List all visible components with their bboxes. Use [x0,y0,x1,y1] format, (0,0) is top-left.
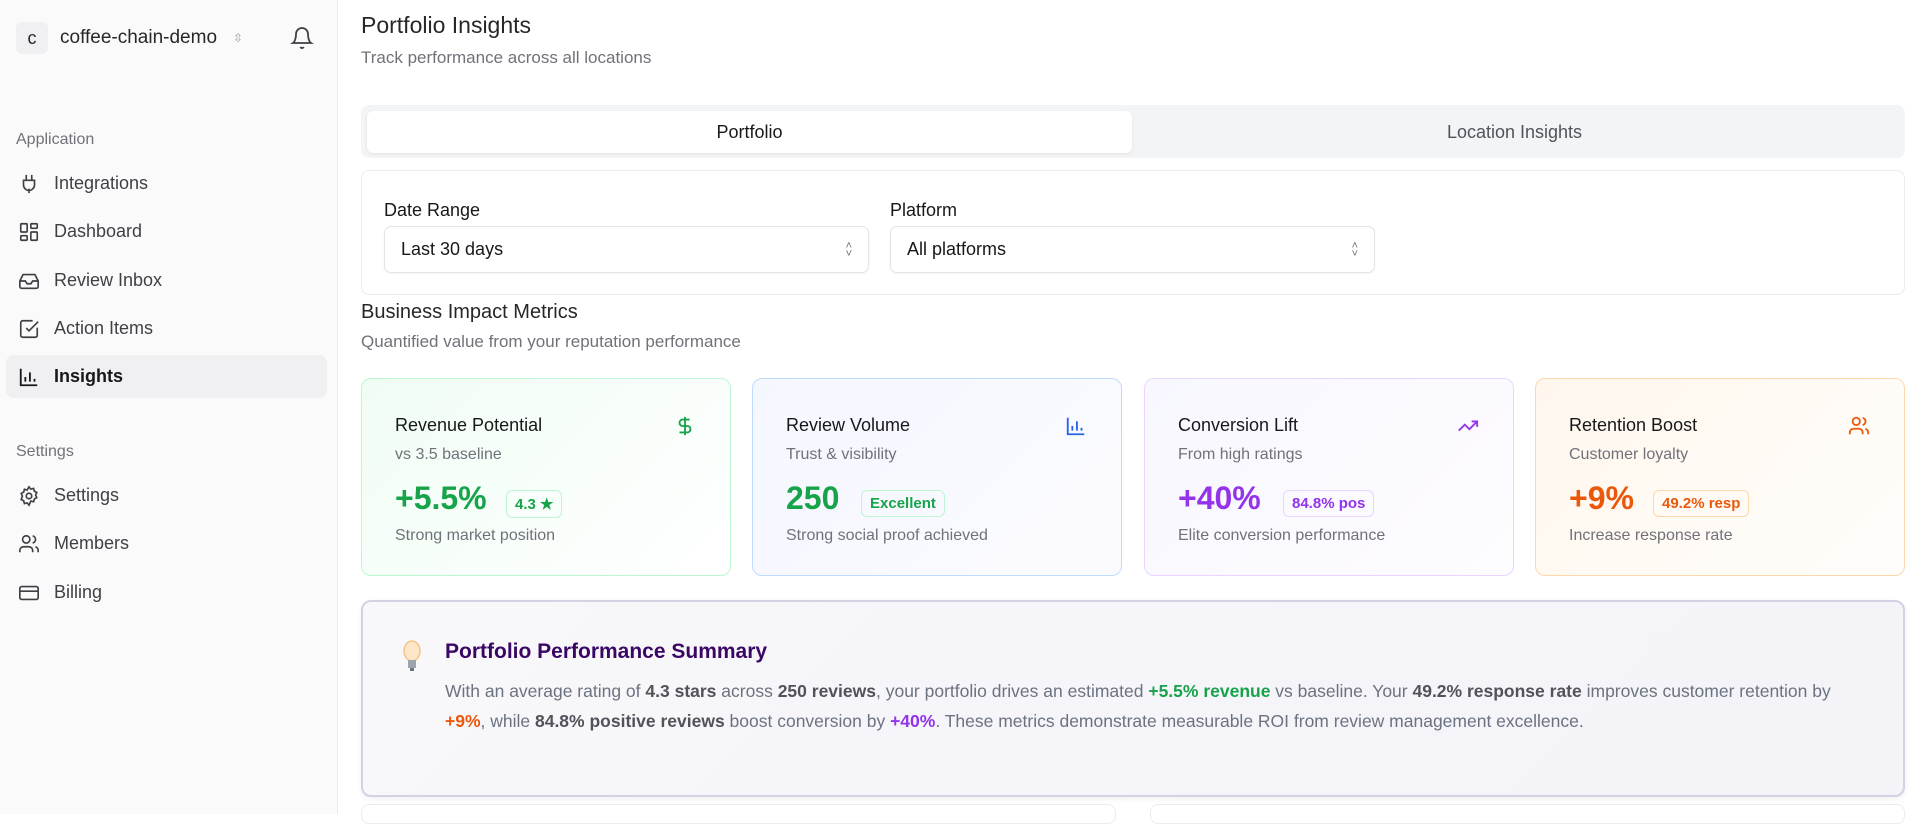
layout-grid-icon [19,222,39,241]
card-description: Strong social proof achieved [786,527,988,544]
dollar-icon [678,416,692,436]
summary-title: Portfolio Performance Summary [445,640,768,663]
sidebar-item-review-inbox[interactable]: Review Inbox [6,259,327,302]
lower-card-left [361,804,1116,824]
card-subtitle: vs 3.5 baseline [395,446,502,463]
sidebar-item-dashboard[interactable]: Dashboard [6,210,327,253]
filters-card: Date Range Last 30 days ˄ ˅ Platform All … [361,170,1905,295]
page-title: Portfolio Insights [361,12,532,38]
metrics-title: Business Impact Metrics [361,301,578,323]
workspace-name: coffee-chain-demo [60,27,218,48]
tab-bar: Portfolio Location Insights [361,105,1905,158]
sidebar-item-label: Dashboard [54,221,143,241]
metric-card-conversion: Conversion Lift From high ratings +40% 8… [1144,378,1514,576]
section-label-application: Application [16,131,95,148]
sidebar-item-action-items[interactable]: Action Items [6,307,327,350]
lightbulb-icon [403,640,421,671]
sidebar-item-insights[interactable]: Insights [6,355,327,398]
card-badge: 49.2% resp [1653,490,1750,517]
portfolio-summary: Portfolio Performance Summary With an av… [361,600,1905,797]
check-square-icon [19,319,39,338]
trending-up-icon [1458,420,1479,432]
workspace-switcher[interactable]: c coffee-chain-demo ⇳ [16,22,243,54]
date-range-value: Last 30 days [401,239,504,259]
card-badge: 4.3 ★ [506,490,563,518]
summary-text-part: , your portfolio drives an estimated [875,681,1149,701]
bar-chart-icon [1066,417,1085,436]
workspace-avatar: c [16,22,48,54]
summary-text-part: With an average rating of [445,681,646,701]
summary-retention: +9% [445,711,481,731]
card-description: Strong market position [395,527,556,544]
summary-text-part: vs baseline. Your [1270,681,1413,701]
tab-location-insights[interactable]: Location Insights [1446,121,1583,142]
sidebar-item-members[interactable]: Members [6,522,327,565]
summary-revenue: +5.5% revenue [1148,681,1271,701]
tab-portfolio[interactable]: Portfolio [367,111,1132,153]
sidebar-item-label: Billing [54,582,103,602]
lower-card-right [1150,804,1905,824]
date-range-select[interactable]: Last 30 days ˄ ˅ [384,226,869,273]
date-range-label: Date Range [384,200,481,220]
summary-conversion: +40% [890,711,936,731]
platform-select[interactable]: All platforms ˄ ˅ [890,226,1375,273]
sidebar-item-label: Members [54,533,130,553]
summary-text-part: improves customer retention by [1581,681,1831,701]
platform-label: Platform [890,200,958,220]
summary-response-rate: 49.2% response rate [1412,681,1582,701]
summary-positive-reviews: 84.8% positive reviews [534,711,725,731]
sidebar-item-label: Action Items [54,318,154,338]
users-icon [19,534,39,552]
bar-chart-icon [19,368,38,386]
card-value: +9% [1569,480,1634,516]
sidebar-item-billing[interactable]: Billing [6,571,327,614]
summary-review-count: 250 reviews [777,681,876,701]
card-value: 250 [786,480,840,516]
credit-card-icon [19,585,39,600]
gear-icon [20,484,38,507]
summary-text-part: across [716,681,778,701]
page-subtitle: Track performance across all locations [361,48,652,67]
sidebar-item-label: Integrations [54,173,149,193]
inbox-icon [19,273,39,289]
card-description: Increase response rate [1569,527,1733,544]
card-value: +5.5% [395,480,487,516]
sidebar-item-settings[interactable]: Settings [6,474,327,517]
summary-rating: 4.3 stars [645,681,717,701]
summary-text-part: , while [480,711,535,731]
metric-card-retention: Retention Boost Customer loyalty +9% 49.… [1535,378,1905,576]
sidebar-item-integrations[interactable]: Integrations [6,162,327,205]
metrics-subtitle: Quantified value from your reputation pe… [361,332,741,351]
sidebar: c coffee-chain-demo ⇳ Application Integr… [0,0,338,814]
sidebar-item-label: Settings [54,485,120,505]
chevron-up-down-icon: ˄ ˅ [845,239,852,260]
sidebar-item-label: Insights [54,366,124,386]
metric-card-revenue: Revenue Potential vs 3.5 baseline +5.5% … [361,378,731,576]
chevron-up-down-icon: ⇳ [233,31,244,45]
summary-text: With an average rating of 4.3 stars acro… [445,676,1855,736]
card-title: Conversion Lift [1178,415,1299,435]
card-description: Elite conversion performance [1178,527,1386,544]
users-icon [1848,416,1870,435]
card-title: Review Volume [786,415,911,435]
section-label-settings: Settings [16,443,74,460]
bell-icon[interactable] [290,26,314,50]
card-badge: Excellent [861,490,945,517]
card-subtitle: From high ratings [1178,446,1303,463]
metric-card-review-volume: Review Volume Trust & visibility 250 Exc… [752,378,1122,576]
summary-text-part: boost conversion by [724,711,891,731]
card-subtitle: Trust & visibility [786,446,897,463]
plug-icon [22,174,36,193]
chevron-up-down-icon: ˄ ˅ [1351,239,1358,260]
summary-text-part: . These metrics demonstrate measurable R… [935,711,1584,731]
card-value: +40% [1178,480,1261,516]
card-title: Retention Boost [1569,415,1698,435]
sidebar-item-label: Review Inbox [54,270,163,290]
platform-value: All platforms [907,239,1007,259]
card-badge: 84.8% pos [1283,490,1375,517]
card-subtitle: Customer loyalty [1569,446,1689,463]
card-title: Revenue Potential [395,415,543,435]
